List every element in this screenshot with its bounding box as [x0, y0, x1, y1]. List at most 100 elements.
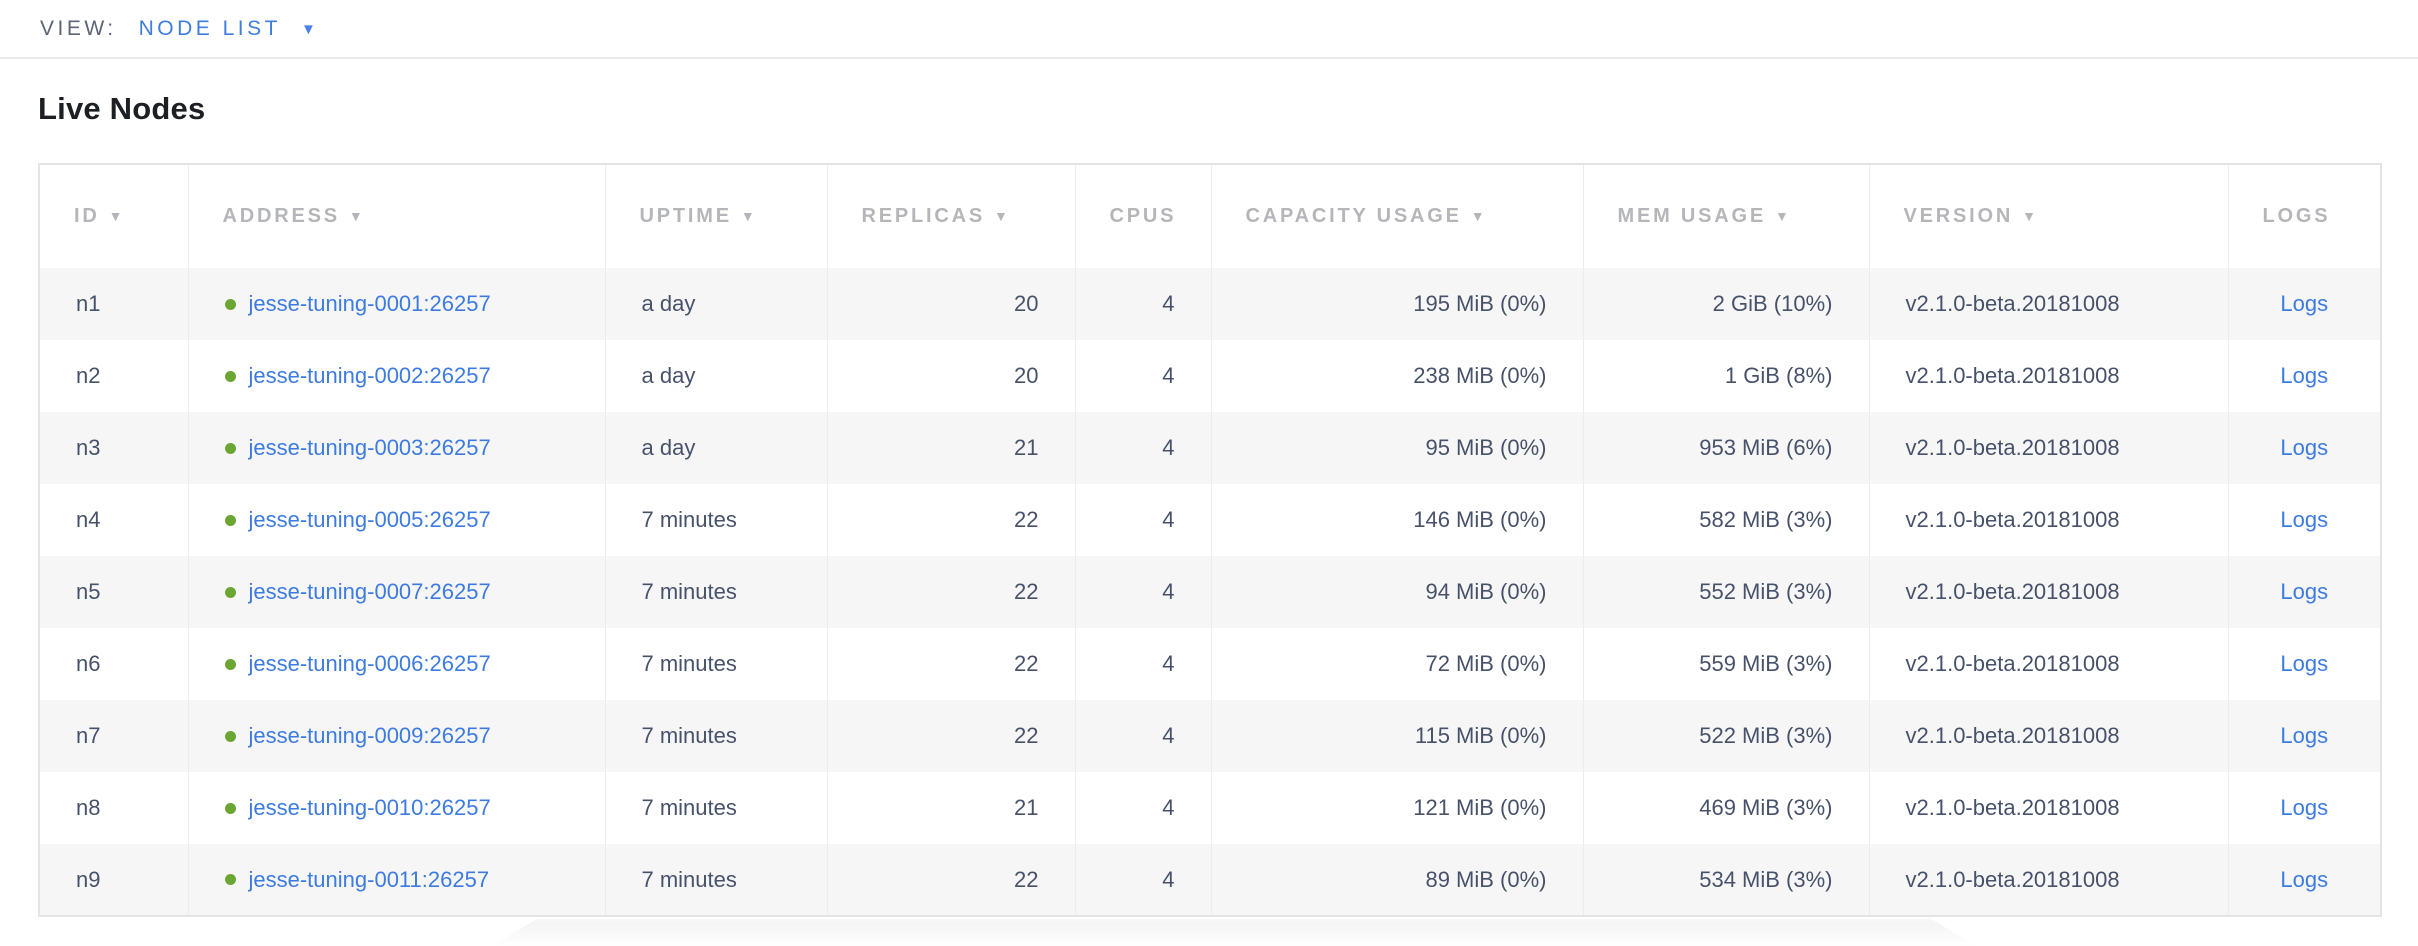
- column-header-capacity[interactable]: CAPACITY USAGE ▼: [1210, 164, 1584, 268]
- column-header-label[interactable]: VERSION: [1903, 205, 2014, 227]
- sort-arrow-icon[interactable]: ▼: [994, 208, 1011, 224]
- column-header-replicas[interactable]: REPLICAS ▼: [826, 164, 1076, 268]
- node-row-n5: n5 jesse-tuning-0007:26257 7 minutes 22 4 94 …: [38, 556, 2382, 628]
- sort-arrow-icon[interactable]: ▼: [740, 208, 758, 224]
- sort-arrow-icon[interactable]: ▼: [1775, 208, 1792, 224]
- column-header-label: LOGS: [2262, 205, 2331, 227]
- node-cpus-cell: 4: [1074, 844, 1212, 916]
- node-address-link[interactable]: jesse-tuning-0002:26257: [248, 363, 491, 388]
- node-version-cell: v2.1.0-beta.20181008: [1868, 772, 2229, 844]
- node-capacity-cell: 115 MiB (0%): [1210, 700, 1584, 772]
- node-live-status-icon: [224, 658, 236, 670]
- node-logs-link[interactable]: Logs: [2280, 579, 2329, 604]
- node-logs-link[interactable]: Logs: [2280, 291, 2329, 316]
- node-row-n3: n3 jesse-tuning-0003:26257 a day 21 4 95 MiB …: [38, 412, 2382, 484]
- node-version-cell: v2.1.0-beta.20181008: [1868, 484, 2229, 556]
- node-capacity-cell: 121 MiB (0%): [1210, 772, 1584, 844]
- node-cpus-cell: 4: [1074, 772, 1212, 844]
- live-nodes-section: Live Nodes ID ▼ ADDRESS ▼ UPTIME ▼ REPLICAS ▼ CP…: [0, 91, 2418, 917]
- column-header-label[interactable]: ID: [74, 205, 100, 227]
- sort-arrow-icon[interactable]: ▼: [1470, 208, 1488, 224]
- node-address-cell: jesse-tuning-0006:26257: [187, 628, 606, 700]
- column-header-uptime[interactable]: UPTIME ▼: [604, 164, 828, 268]
- sort-arrow-icon[interactable]: ▼: [108, 208, 126, 224]
- live-nodes-table: ID ▼ ADDRESS ▼ UPTIME ▼ REPLICAS ▼ CPUS CAPACITY …: [38, 163, 2382, 917]
- node-row-n7: n7 jesse-tuning-0009:26257 7 minutes 22 4 115…: [38, 700, 2382, 772]
- node-logs-cell: Logs: [2227, 340, 2382, 412]
- column-header-id[interactable]: ID ▼: [38, 164, 189, 268]
- node-id-cell: n6: [38, 628, 189, 700]
- table-header-row: ID ▼ ADDRESS ▼ UPTIME ▼ REPLICAS ▼ CPUS CAPACITY …: [38, 164, 2382, 268]
- node-mem-cell: 522 MiB (3%): [1582, 700, 1870, 772]
- node-id-cell: n7: [38, 700, 189, 772]
- node-uptime-cell: 7 minutes: [604, 484, 828, 556]
- node-logs-link[interactable]: Logs: [2280, 507, 2329, 532]
- node-id-cell: n4: [38, 484, 189, 556]
- node-version-cell: v2.1.0-beta.20181008: [1868, 556, 2229, 628]
- view-selected-value[interactable]: NODE LIST: [138, 16, 281, 40]
- column-header-mem[interactable]: MEM USAGE ▼: [1582, 164, 1870, 268]
- node-logs-cell: Logs: [2227, 556, 2382, 628]
- sort-arrow-icon[interactable]: ▼: [2022, 208, 2039, 224]
- node-logs-link[interactable]: Logs: [2280, 866, 2329, 892]
- node-address-link[interactable]: jesse-tuning-0009:26257: [248, 723, 491, 748]
- node-cpus-cell: 4: [1074, 340, 1212, 412]
- node-address-link[interactable]: jesse-tuning-0006:26257: [248, 651, 491, 676]
- node-address-link[interactable]: jesse-tuning-0003:26257: [248, 435, 491, 460]
- sort-arrow-icon[interactable]: ▼: [348, 208, 366, 224]
- column-header-logs: LOGS: [2227, 164, 2382, 268]
- column-header-label[interactable]: MEM USAGE: [1617, 205, 1767, 227]
- node-replicas-cell: 20: [826, 268, 1076, 340]
- node-logs-cell: Logs: [2227, 700, 2382, 772]
- node-version-cell: v2.1.0-beta.20181008: [1868, 268, 2229, 340]
- node-row-n2: n2 jesse-tuning-0002:26257 a day 20 4 238 MiB…: [38, 340, 2382, 412]
- node-address-cell: jesse-tuning-0007:26257: [187, 556, 606, 628]
- column-header-version[interactable]: VERSION ▼: [1868, 164, 2229, 268]
- node-logs-link[interactable]: Logs: [2280, 795, 2329, 820]
- node-replicas-cell: 21: [826, 772, 1076, 844]
- node-mem-cell: 469 MiB (3%): [1582, 772, 1870, 844]
- node-address-link[interactable]: jesse-tuning-0001:26257: [248, 291, 491, 316]
- node-replicas-cell: 22: [826, 700, 1076, 772]
- view-selector-dropdown[interactable]: NODE LIST ▼: [139, 17, 316, 41]
- node-row-n6: n6 jesse-tuning-0006:26257 7 minutes 22 4 72 …: [38, 628, 2382, 700]
- node-live-status-icon: [224, 298, 236, 310]
- node-logs-cell: Logs: [2227, 772, 2382, 844]
- column-header-label[interactable]: REPLICAS: [861, 205, 986, 227]
- node-uptime-cell: 7 minutes: [604, 844, 828, 916]
- node-mem-cell: 552 MiB (3%): [1582, 556, 1870, 628]
- node-replicas-cell: 22: [826, 484, 1076, 556]
- node-address-link[interactable]: jesse-tuning-0010:26257: [248, 795, 491, 820]
- node-address-link[interactable]: jesse-tuning-0005:26257: [248, 507, 491, 532]
- node-address-link[interactable]: jesse-tuning-0007:26257: [248, 579, 491, 604]
- node-logs-cell: Logs: [2227, 412, 2382, 484]
- node-version-cell: v2.1.0-beta.20181008: [1868, 844, 2229, 916]
- node-id-cell: n1: [38, 268, 189, 340]
- node-version-cell: v2.1.0-beta.20181008: [1868, 628, 2229, 700]
- node-mem-cell: 953 MiB (6%): [1582, 412, 1870, 484]
- node-cpus-cell: 4: [1074, 700, 1212, 772]
- node-logs-link[interactable]: Logs: [2280, 363, 2329, 388]
- node-uptime-cell: 7 minutes: [604, 700, 828, 772]
- chevron-down-icon[interactable]: ▼: [300, 21, 316, 38]
- node-capacity-cell: 195 MiB (0%): [1210, 268, 1584, 340]
- node-replicas-cell: 22: [826, 556, 1076, 628]
- node-live-status-icon: [224, 802, 236, 814]
- node-id-cell: n9: [38, 844, 189, 916]
- node-id-cell: n5: [38, 556, 189, 628]
- column-header-label[interactable]: CAPACITY USAGE: [1245, 205, 1462, 227]
- column-header-label[interactable]: UPTIME: [639, 205, 732, 227]
- node-logs-cell: Logs: [2227, 484, 2382, 556]
- node-id-cell: n2: [38, 340, 189, 412]
- column-header-address[interactable]: ADDRESS ▼: [187, 164, 606, 268]
- node-address-link[interactable]: jesse-tuning-0011:26257: [248, 866, 490, 892]
- node-row-n4: n4 jesse-tuning-0005:26257 7 minutes 22 4 146…: [38, 484, 2382, 556]
- column-header-label[interactable]: ADDRESS: [222, 205, 340, 227]
- page-title: Live Nodes: [38, 91, 206, 126]
- node-logs-link[interactable]: Logs: [2280, 651, 2329, 676]
- node-cpus-cell: 4: [1074, 556, 1212, 628]
- node-logs-link[interactable]: Logs: [2280, 723, 2329, 748]
- node-logs-link[interactable]: Logs: [2280, 435, 2329, 460]
- node-capacity-cell: 89 MiB (0%): [1210, 844, 1584, 916]
- node-uptime-cell: a day: [604, 340, 828, 412]
